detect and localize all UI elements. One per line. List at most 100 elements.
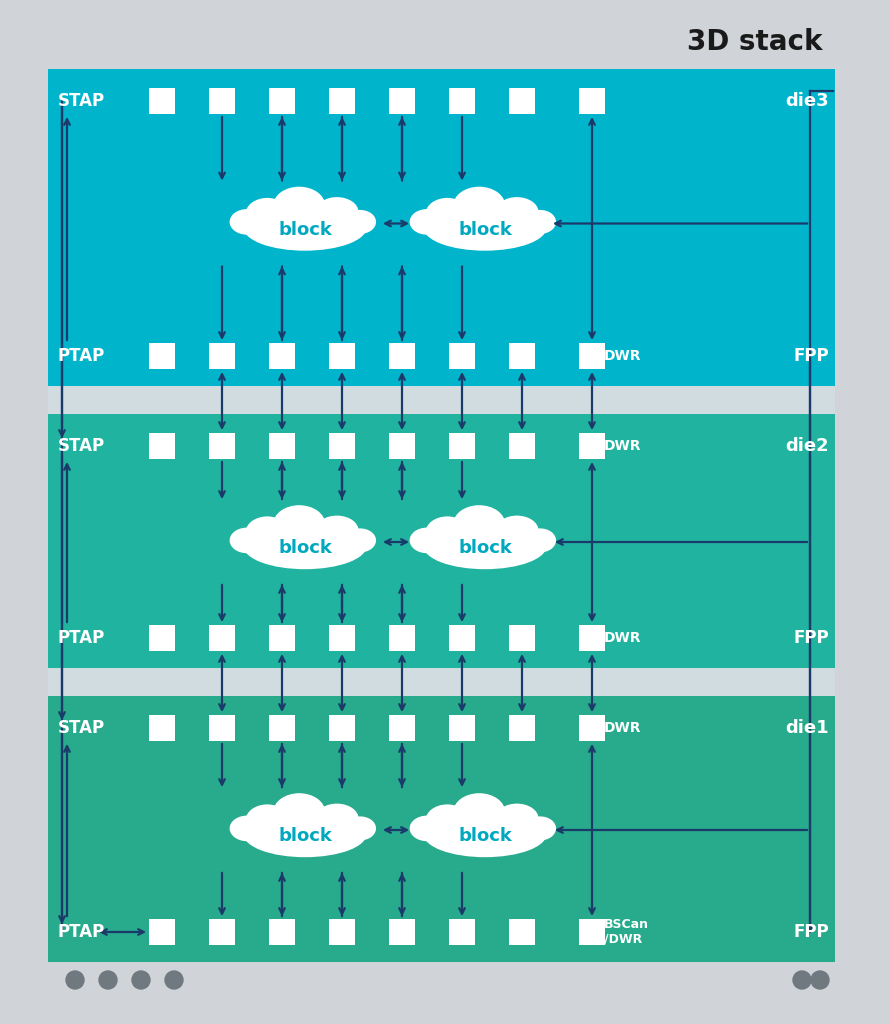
Ellipse shape: [273, 186, 326, 225]
Ellipse shape: [246, 805, 289, 837]
Bar: [149, 625, 175, 651]
Text: block: block: [458, 540, 512, 557]
Bar: [209, 88, 235, 114]
Bar: [509, 919, 535, 945]
Bar: [329, 625, 355, 651]
Ellipse shape: [344, 528, 376, 552]
Text: STAP: STAP: [58, 719, 105, 737]
Bar: [449, 88, 475, 114]
Text: FPP: FPP: [793, 347, 829, 365]
Circle shape: [99, 971, 117, 989]
Bar: [149, 715, 175, 741]
Bar: [579, 343, 605, 369]
Bar: [509, 433, 535, 459]
Bar: [389, 88, 415, 114]
Ellipse shape: [315, 804, 359, 834]
Ellipse shape: [409, 527, 444, 553]
Ellipse shape: [344, 210, 376, 233]
Ellipse shape: [246, 198, 289, 230]
Bar: [269, 625, 295, 651]
Bar: [449, 433, 475, 459]
Bar: [269, 343, 295, 369]
Text: DWR: DWR: [604, 631, 642, 645]
Text: FPP: FPP: [793, 629, 829, 647]
Ellipse shape: [424, 811, 546, 857]
Ellipse shape: [243, 205, 367, 251]
Text: BSCan
/DWR: BSCan /DWR: [604, 919, 649, 945]
Text: block: block: [458, 827, 512, 846]
Ellipse shape: [495, 804, 538, 834]
Bar: [389, 715, 415, 741]
Bar: [389, 625, 415, 651]
Bar: [389, 343, 415, 369]
Ellipse shape: [495, 516, 538, 546]
Ellipse shape: [425, 198, 469, 230]
Text: block: block: [278, 221, 332, 239]
Bar: [269, 919, 295, 945]
Text: 3D stack: 3D stack: [687, 28, 822, 56]
Text: die2: die2: [785, 437, 829, 455]
Text: block: block: [278, 540, 332, 557]
Circle shape: [132, 971, 150, 989]
Circle shape: [66, 971, 84, 989]
Bar: [329, 88, 355, 114]
Ellipse shape: [246, 516, 289, 549]
Text: die3: die3: [785, 92, 829, 110]
Text: PTAP: PTAP: [58, 629, 105, 647]
Ellipse shape: [230, 815, 264, 841]
Text: PTAP: PTAP: [58, 347, 105, 365]
Ellipse shape: [344, 816, 376, 841]
Ellipse shape: [425, 805, 469, 837]
Bar: [209, 625, 235, 651]
Bar: [509, 715, 535, 741]
Bar: [149, 919, 175, 945]
Circle shape: [165, 971, 183, 989]
Bar: [209, 433, 235, 459]
Bar: [48, 386, 835, 414]
Ellipse shape: [409, 209, 444, 234]
Bar: [48, 668, 835, 696]
Bar: [209, 919, 235, 945]
Ellipse shape: [243, 523, 367, 569]
Text: PTAP: PTAP: [58, 923, 105, 941]
Ellipse shape: [409, 815, 444, 841]
Bar: [579, 919, 605, 945]
Circle shape: [811, 971, 829, 989]
Bar: [149, 433, 175, 459]
Text: STAP: STAP: [58, 92, 105, 110]
Ellipse shape: [273, 794, 326, 831]
Bar: [329, 919, 355, 945]
Ellipse shape: [424, 205, 546, 251]
Circle shape: [793, 971, 811, 989]
Bar: [449, 625, 475, 651]
Bar: [509, 88, 535, 114]
Bar: [48, 69, 835, 386]
Bar: [579, 625, 605, 651]
Bar: [449, 715, 475, 741]
Bar: [509, 625, 535, 651]
Ellipse shape: [524, 210, 556, 233]
Bar: [449, 343, 475, 369]
Text: die1: die1: [785, 719, 829, 737]
Text: block: block: [278, 827, 332, 846]
Bar: [579, 88, 605, 114]
Text: STAP: STAP: [58, 437, 105, 455]
Bar: [579, 715, 605, 741]
Ellipse shape: [524, 528, 556, 552]
Bar: [269, 88, 295, 114]
Bar: [579, 433, 605, 459]
Bar: [149, 343, 175, 369]
Ellipse shape: [495, 197, 538, 227]
Bar: [329, 433, 355, 459]
Text: FPP: FPP: [793, 923, 829, 941]
Ellipse shape: [315, 197, 359, 227]
Bar: [329, 343, 355, 369]
Bar: [48, 696, 835, 962]
Text: DWR: DWR: [604, 349, 642, 362]
Bar: [329, 715, 355, 741]
Bar: [509, 343, 535, 369]
Bar: [269, 715, 295, 741]
Bar: [449, 919, 475, 945]
Text: DWR: DWR: [604, 721, 642, 735]
Bar: [209, 343, 235, 369]
